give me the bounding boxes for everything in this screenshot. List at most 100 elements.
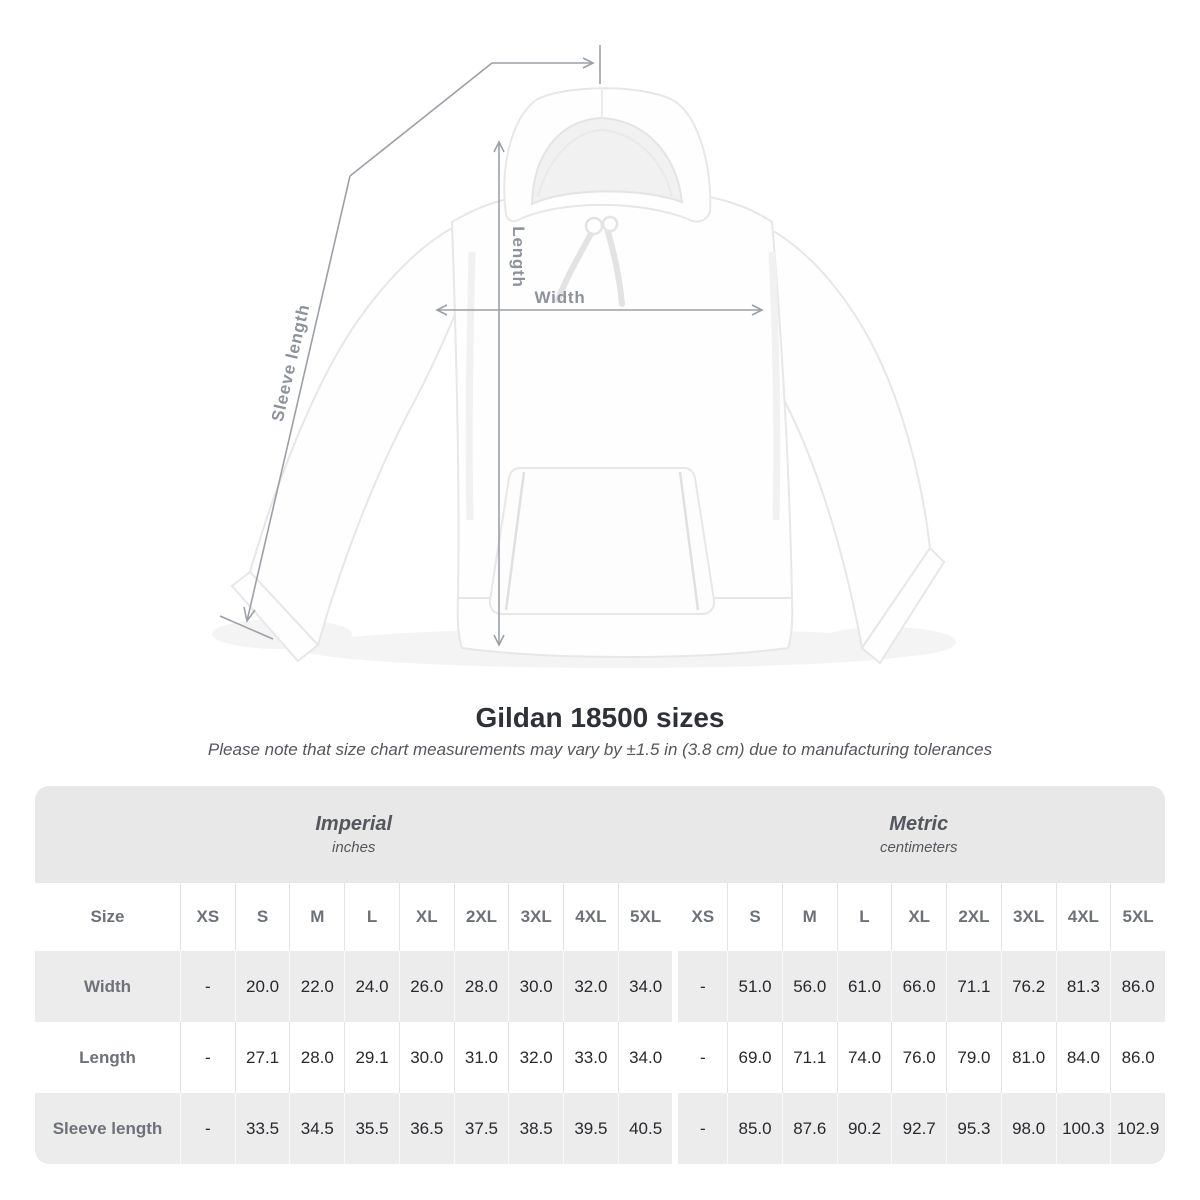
size-header-metric-l: L [836, 883, 892, 951]
measurement-value: 22.0 [289, 951, 345, 1022]
measurement-value: 69.0 [727, 1022, 782, 1093]
hoodie-drawstrings [555, 215, 625, 307]
measurement-value: 39.5 [563, 1093, 618, 1164]
size-table-body: Size XS S M L XL 2XL 3XL 4XL 5XL XS S M L XL 2XL 3XL 4XL 5… [35, 883, 1165, 1164]
measurement-value: 74.0 [836, 1022, 892, 1093]
measurement-value: - [672, 1022, 728, 1093]
size-header-imperial-5xl: 5XL [617, 883, 673, 951]
measurement-value: 85.0 [727, 1093, 782, 1164]
measurement-value: 28.0 [289, 1022, 345, 1093]
measurement-row-label: Sleeve length [35, 1093, 180, 1164]
size-table: Imperial inches Metric centimeters Size X… [35, 786, 1165, 1164]
unit-header-row: Imperial inches Metric centimeters [35, 786, 1165, 883]
measurement-value: 79.0 [946, 1022, 1001, 1093]
measurement-value: 31.0 [453, 1022, 509, 1093]
size-header-imperial-l: L [344, 883, 399, 951]
measurement-value: 33.5 [234, 1093, 290, 1164]
measurement-value: 34.0 [617, 1022, 673, 1093]
size-header-imperial-xl: XL [398, 883, 454, 951]
hoodie-measurement-diagram: Width Length Sleeve length [212, 45, 956, 668]
size-header-metric-xs: XS [672, 883, 728, 951]
measurement-value: 81.0 [1000, 1022, 1056, 1093]
hoodie-image [230, 87, 946, 665]
imperial-section-header: Imperial inches [35, 786, 673, 883]
measurement-value: 51.0 [727, 951, 782, 1022]
size-header-imperial-2xl: 2XL [453, 883, 509, 951]
measurement-value: - [180, 1093, 235, 1164]
measurement-value: 102.9 [1110, 1093, 1165, 1164]
measurement-row: Sleeve length -33.5 34.5 35.5 36.5 37.5 38.5 39… [35, 1093, 1165, 1164]
measurement-value: 30.0 [508, 951, 564, 1022]
measurement-value: - [180, 951, 235, 1022]
measurement-value: 29.1 [344, 1022, 399, 1093]
measurement-value: 71.1 [781, 1022, 837, 1093]
measurement-value: 40.5 [617, 1093, 673, 1164]
measurement-row-label: Length [35, 1022, 180, 1093]
measurement-value: 38.5 [508, 1093, 564, 1164]
hoodie-right-cuff [860, 546, 946, 665]
hoodie-pocket [488, 467, 716, 615]
size-header-metric-4xl: 4XL [1055, 883, 1111, 951]
measurement-value: 76.0 [891, 1022, 947, 1093]
measurement-value: 27.1 [234, 1022, 290, 1093]
measurement-row: Length -27.1 28.0 29.1 30.0 31.0 32.0 33.0 34.0-… [35, 1022, 1165, 1093]
size-header-imperial-3xl: 3XL [508, 883, 564, 951]
page-title: Gildan 18500 sizes [475, 702, 725, 733]
measurement-value: 61.0 [836, 951, 892, 1022]
metric-unit-label: centimeters [879, 839, 958, 857]
length-measure-label: Length [509, 226, 528, 287]
measurement-value: 86.0 [1110, 951, 1165, 1022]
measurement-value: 36.5 [398, 1093, 454, 1164]
measurement-value: 90.2 [836, 1093, 892, 1164]
size-header-metric-xl: XL [891, 883, 947, 951]
measurement-value: 37.5 [453, 1093, 509, 1164]
imperial-unit-label: inches [332, 839, 376, 857]
size-header-metric-m: M [781, 883, 837, 951]
metric-label: Metric [889, 813, 949, 836]
measurement-value: 81.3 [1055, 951, 1111, 1022]
measurement-value: 34.0 [617, 951, 673, 1022]
measurement-value: 100.3 [1055, 1093, 1111, 1164]
hoodie-left-sleeve [248, 226, 458, 647]
size-header-imperial-s: S [234, 883, 290, 951]
length-arrow [493, 140, 505, 647]
measurement-value: 56.0 [781, 951, 837, 1022]
size-header-imperial-m: M [289, 883, 345, 951]
measurement-value: 28.0 [453, 951, 509, 1022]
measurement-value: - [672, 951, 728, 1022]
measurement-value: 86.0 [1110, 1022, 1165, 1093]
measurement-value: 66.0 [891, 951, 947, 1022]
measurement-lines [219, 45, 764, 647]
imperial-label: Imperial [315, 813, 393, 836]
width-measure-label: Width [534, 288, 585, 307]
size-header-imperial-xs: XS [180, 883, 235, 951]
measurement-value: 32.0 [563, 951, 618, 1022]
hoodie-hood-opening [530, 116, 684, 206]
measurement-value: 35.5 [344, 1093, 399, 1164]
measurement-value: 30.0 [398, 1022, 454, 1093]
width-arrow [435, 304, 764, 316]
metric-section-header: Metric centimeters [672, 786, 1165, 883]
measurement-value: 34.5 [289, 1093, 345, 1164]
measurement-value: 84.0 [1055, 1022, 1111, 1093]
measurement-value: 92.7 [891, 1093, 947, 1164]
size-header-metric-5xl: 5XL [1110, 883, 1165, 951]
measurement-value: 95.3 [946, 1093, 1001, 1164]
measurement-value: 33.0 [563, 1022, 618, 1093]
size-header-imperial-4xl: 4XL [563, 883, 618, 951]
measurement-value: 98.0 [1000, 1093, 1056, 1164]
measurement-row-label: Width [35, 951, 180, 1022]
measurement-value: 87.6 [781, 1093, 837, 1164]
size-header-row: Size XS S M L XL 2XL 3XL 4XL 5XL XS S M L XL 2XL 3XL 4XL 5… [35, 883, 1165, 951]
measurement-value: - [672, 1093, 728, 1164]
measurement-value: - [180, 1022, 235, 1093]
size-header-metric-2xl: 2XL [946, 883, 1001, 951]
measurement-value: 20.0 [234, 951, 290, 1022]
measurement-value: 26.0 [398, 951, 454, 1022]
measurement-row: Width -20.0 22.0 24.0 26.0 28.0 30.0 32.0 34.0-5… [35, 951, 1165, 1022]
size-header-metric-s: S [727, 883, 782, 951]
measurement-value: 32.0 [508, 1022, 564, 1093]
size-header-metric-3xl: 3XL [1000, 883, 1056, 951]
measurement-value: 71.1 [946, 951, 1001, 1022]
